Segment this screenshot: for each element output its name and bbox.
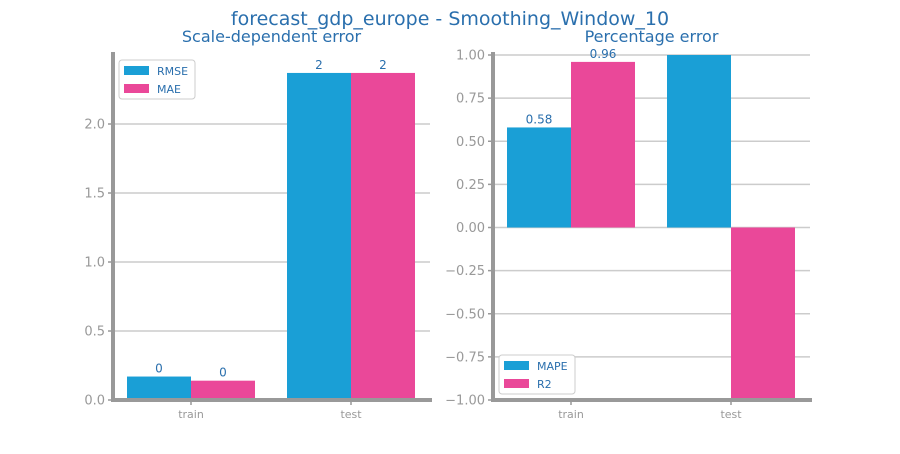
x-tick-label: train [178,408,204,421]
y-tick-label: 2.0 [84,118,105,133]
bar-mae-test [351,72,415,400]
figure-title: forecast_gdp_europe - Smoothing_Window_1… [231,8,669,30]
legend-label-mae: MAE [157,83,181,96]
x-tick-label: train [558,408,584,421]
y-tick-label: −0.50 [445,307,485,322]
y-tick-label: 0.75 [456,92,485,107]
bar-mape-train [507,127,571,228]
bar-r2-train [571,61,635,228]
data-label: 0.96 [590,47,617,61]
chart-title: Scale-dependent error [182,27,362,46]
legend-swatch-mae [124,84,149,93]
legend: RMSE MAE [118,59,196,100]
y-tick-label: −1.00 [445,394,485,409]
chart-percentage-error: Percentage error −1.00 −0.75 −0.50 −0.25 0.00… [445,27,812,421]
bar-r2-test [731,227,795,400]
data-label: 2 [315,58,323,72]
chart-scale-dependent-error: Scale-dependent error 0.0 0.5 1.0 1.5 2.0 0 0 tr… [84,27,432,421]
y-tick-label: 1.5 [84,187,105,202]
bar-rmse-train [127,376,191,400]
legend-label-mape: MAPE [537,360,568,373]
legend-label-r2: R2 [537,378,552,391]
x-tick-label: test [340,408,362,421]
data-label: 0 [219,366,227,380]
data-label: 2 [379,58,387,72]
bar-mae-train [191,380,255,400]
legend: MAPE R2 [498,354,576,395]
data-label: 0 [155,362,163,376]
legend-swatch-mape [504,361,529,370]
y-tick-label: 0.00 [456,221,485,236]
y-tick-label: 0.50 [456,135,485,150]
y-tick-label: 0.0 [84,394,105,409]
y-tick-label: 1.00 [456,49,485,64]
legend-swatch-r2 [504,379,529,388]
y-tick-label: 0.25 [456,178,485,193]
y-tick-label: 1.0 [84,256,105,271]
bar-rmse-test [287,72,351,400]
y-tick-label: 0.5 [84,325,105,340]
bar-mape-test [667,55,731,228]
legend-swatch-rmse [124,66,149,75]
data-label: 0.58 [526,112,553,126]
x-tick-label: test [720,408,742,421]
y-tick-label: −0.25 [445,264,485,279]
legend-label-rmse: RMSE [157,65,188,78]
chart-title: Percentage error [585,27,719,46]
y-tick-label: −0.75 [445,350,485,365]
